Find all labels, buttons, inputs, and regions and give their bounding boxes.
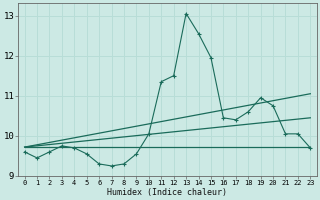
X-axis label: Humidex (Indice chaleur): Humidex (Indice chaleur) xyxy=(108,188,228,197)
